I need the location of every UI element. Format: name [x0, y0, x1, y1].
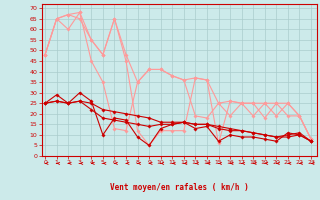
Text: Vent moyen/en rafales ( km/h ): Vent moyen/en rafales ( km/h ) [110, 183, 249, 192]
